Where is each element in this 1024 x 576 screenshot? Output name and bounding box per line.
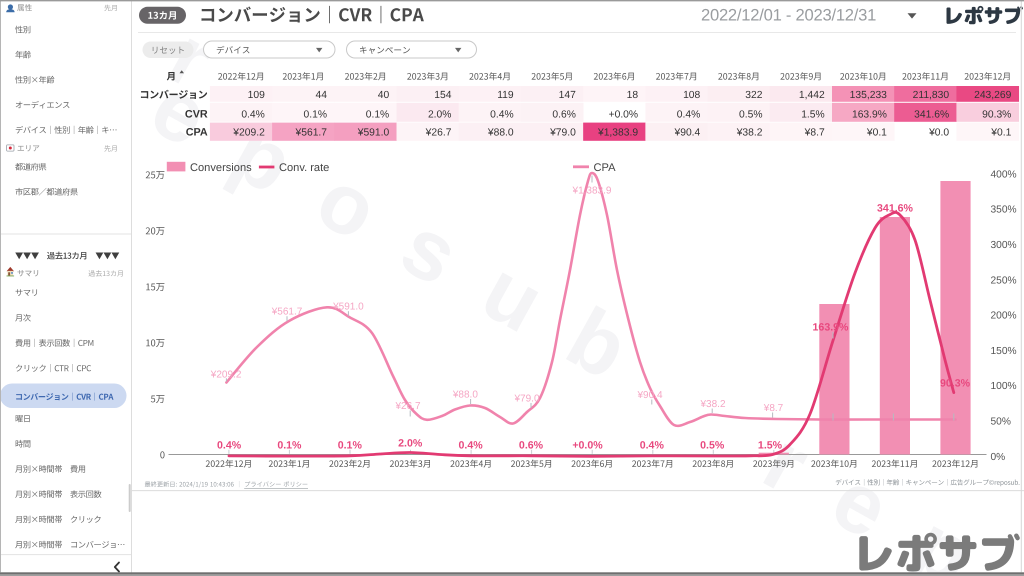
- svg-text:0.1%: 0.1%: [304, 109, 327, 120]
- svg-text:322: 322: [745, 90, 762, 101]
- svg-text:¥1,383.9: ¥1,383.9: [597, 128, 638, 139]
- svg-text:¥38.2: ¥38.2: [699, 399, 725, 410]
- svg-text:¥90.4: ¥90.4: [636, 390, 662, 401]
- svg-text:44: 44: [316, 90, 328, 101]
- svg-text:0.4%: 0.4%: [677, 109, 700, 120]
- svg-text:40: 40: [378, 90, 390, 101]
- svg-text:243,269: 243,269: [974, 90, 1011, 101]
- svg-text:50%: 50%: [991, 417, 1011, 428]
- svg-text:¥88.0: ¥88.0: [452, 390, 478, 401]
- svg-text:90.3%: 90.3%: [940, 378, 971, 390]
- svg-text:2.0%: 2.0%: [428, 109, 451, 120]
- svg-text:90.3%: 90.3%: [982, 109, 1011, 120]
- svg-text:CPA: CPA: [594, 162, 617, 174]
- svg-text:¥88.0: ¥88.0: [487, 128, 514, 139]
- svg-text:147: 147: [559, 90, 576, 101]
- svg-text:¥209.2: ¥209.2: [232, 128, 265, 139]
- svg-text:¥26.7: ¥26.7: [394, 401, 420, 412]
- svg-text:¥561.7: ¥561.7: [271, 307, 303, 318]
- svg-text:¥8.7: ¥8.7: [804, 128, 825, 139]
- svg-text:CVR: CVR: [185, 108, 208, 120]
- svg-text:18: 18: [627, 90, 639, 101]
- svg-text:¥591.0: ¥591.0: [332, 301, 364, 312]
- svg-text:0.4%: 0.4%: [459, 439, 484, 451]
- svg-text:0.4%: 0.4%: [490, 109, 513, 120]
- svg-text:163.9%: 163.9%: [813, 322, 850, 334]
- svg-text:0.5%: 0.5%: [739, 109, 762, 120]
- svg-text:341.6%: 341.6%: [914, 109, 949, 120]
- svg-text:250%: 250%: [991, 275, 1017, 286]
- svg-text:350%: 350%: [991, 205, 1017, 216]
- svg-text:200%: 200%: [991, 311, 1017, 322]
- svg-text:1,442: 1,442: [799, 90, 825, 101]
- svg-text:¥26.7: ¥26.7: [425, 128, 452, 139]
- svg-text:1.5%: 1.5%: [758, 439, 783, 451]
- svg-text:¥0.1: ¥0.1: [990, 128, 1011, 139]
- svg-text:+0.0%: +0.0%: [572, 439, 603, 451]
- svg-text:163.9%: 163.9%: [852, 109, 887, 120]
- svg-text:0.4%: 0.4%: [217, 439, 242, 451]
- svg-text:+0.0%: +0.0%: [609, 109, 638, 120]
- svg-text:150%: 150%: [991, 346, 1017, 357]
- svg-text:¥0.0: ¥0.0: [928, 128, 949, 139]
- svg-text:1.5%: 1.5%: [801, 109, 824, 120]
- svg-text:211,830: 211,830: [913, 90, 950, 101]
- svg-text:¥79.0: ¥79.0: [549, 128, 576, 139]
- svg-text:108: 108: [683, 90, 700, 101]
- svg-text:119: 119: [497, 90, 514, 101]
- svg-text:¥561.7: ¥561.7: [295, 128, 328, 139]
- svg-text:0.1%: 0.1%: [338, 439, 363, 451]
- svg-text:¥0.1: ¥0.1: [866, 128, 887, 139]
- svg-text:0.1%: 0.1%: [366, 109, 389, 120]
- svg-text:0%: 0%: [991, 452, 1006, 463]
- svg-text:341.6%: 341.6%: [877, 203, 914, 215]
- svg-text:0.1%: 0.1%: [277, 439, 302, 451]
- svg-text:135,233: 135,233: [850, 90, 887, 101]
- svg-text:2.0%: 2.0%: [398, 437, 423, 449]
- svg-text:0.5%: 0.5%: [700, 439, 725, 451]
- svg-text:0.6%: 0.6%: [552, 109, 575, 120]
- svg-text:0.4%: 0.4%: [640, 439, 665, 451]
- svg-text:154: 154: [434, 90, 451, 101]
- svg-text:Conversions: Conversions: [190, 162, 252, 174]
- svg-text:¥209.2: ¥209.2: [210, 369, 242, 380]
- svg-text:¥1,383.9: ¥1,383.9: [572, 186, 612, 197]
- svg-text:Conv. rate: Conv. rate: [279, 162, 329, 174]
- svg-text:¥90.4: ¥90.4: [673, 128, 700, 139]
- svg-text:300%: 300%: [991, 240, 1017, 251]
- svg-text:0.6%: 0.6%: [519, 439, 544, 451]
- svg-text:¥79.0: ¥79.0: [513, 394, 539, 405]
- svg-text:¥591.0: ¥591.0: [357, 128, 390, 139]
- svg-text:¥38.2: ¥38.2: [736, 128, 763, 139]
- svg-text:109: 109: [248, 90, 265, 101]
- svg-text:¥8.7: ¥8.7: [763, 403, 784, 414]
- svg-text:400%: 400%: [991, 169, 1017, 180]
- svg-text:CPA: CPA: [186, 127, 208, 139]
- svg-text:2022/12/01 - 2023/12/31: 2022/12/01 - 2023/12/31: [701, 6, 876, 25]
- svg-text:0.4%: 0.4%: [241, 109, 264, 120]
- svg-text:100%: 100%: [991, 381, 1017, 392]
